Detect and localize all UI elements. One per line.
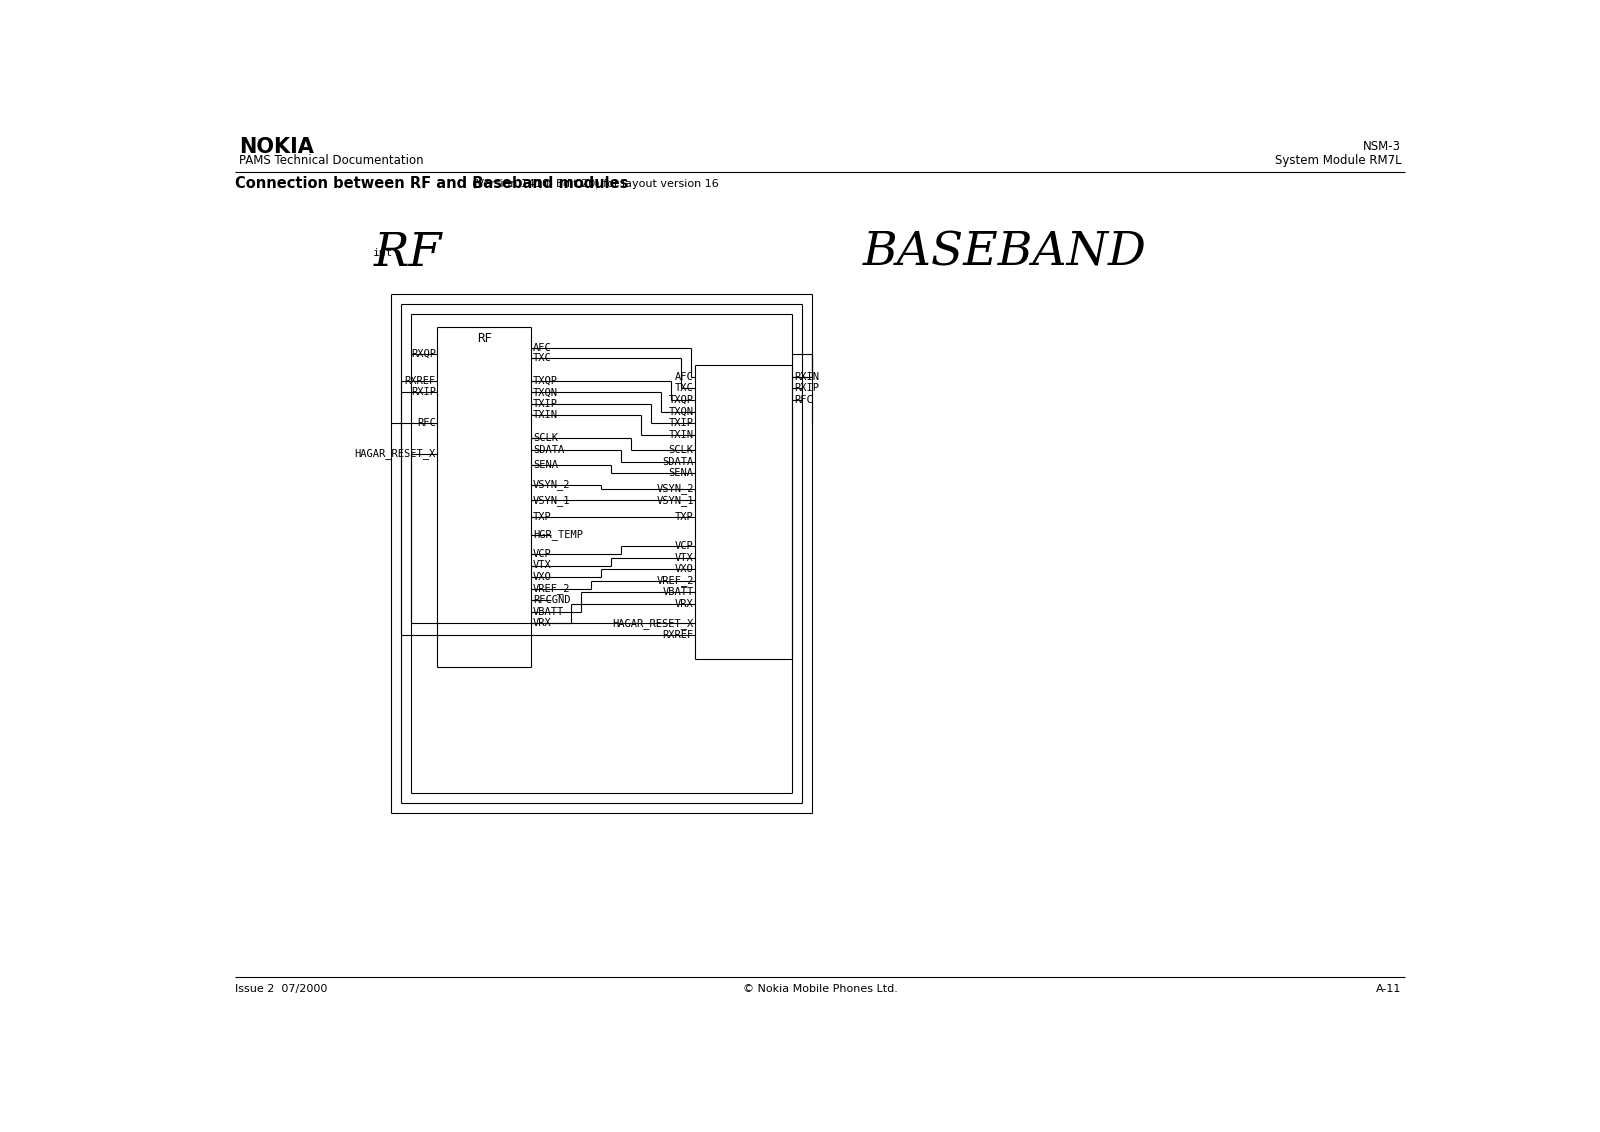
Text: SDATA: SDATA [533, 445, 565, 455]
Text: RXIN: RXIN [794, 371, 819, 381]
Text: VCP: VCP [533, 549, 552, 559]
Text: int: int [373, 248, 394, 258]
Text: HAGAR_RESET_X: HAGAR_RESET_X [355, 448, 435, 460]
Text: Connection between RF and Baseband modules: Connection between RF and Baseband modul… [235, 177, 629, 191]
Text: RF: RF [477, 332, 491, 345]
Text: VTX: VTX [533, 560, 552, 571]
Text: VSYN_2: VSYN_2 [533, 479, 570, 490]
Text: RFC: RFC [794, 395, 813, 405]
Text: RXIP: RXIP [794, 384, 819, 394]
Text: VCP: VCP [675, 541, 694, 551]
Text: TXQN: TXQN [533, 387, 558, 397]
Text: VSYN_1: VSYN_1 [533, 495, 570, 506]
Text: PAMS Technical Documentation: PAMS Technical Documentation [238, 154, 424, 168]
Text: TXC: TXC [675, 384, 694, 394]
Text: Issue 2  07/2000: Issue 2 07/2000 [235, 984, 326, 994]
Text: SENA: SENA [533, 461, 558, 471]
Text: TXP: TXP [533, 512, 552, 522]
Text: SDATA: SDATA [662, 456, 694, 466]
Text: SENA: SENA [669, 469, 694, 478]
Text: System Module RM7L: System Module RM7L [1275, 154, 1402, 168]
Text: TXIN: TXIN [669, 430, 694, 439]
Text: VBATT: VBATT [662, 588, 694, 598]
Text: TXIP: TXIP [533, 398, 558, 409]
Text: TXQN: TXQN [669, 406, 694, 417]
Text: VREF_2: VREF_2 [533, 583, 570, 594]
Text: (Version 1410  Edit 20) for layout version 16: (Version 1410 Edit 20) for layout versio… [472, 179, 718, 189]
Text: RXREF: RXREF [405, 376, 435, 386]
Text: VBATT: VBATT [533, 607, 565, 617]
Text: HAGAR_RESET_X: HAGAR_RESET_X [613, 618, 694, 628]
Text: VSYN_2: VSYN_2 [656, 483, 694, 494]
Text: AFC: AFC [675, 371, 694, 381]
Text: VSYN_1: VSYN_1 [656, 495, 694, 506]
Text: © Nokia Mobile Phones Ltd.: © Nokia Mobile Phones Ltd. [742, 984, 898, 994]
Text: VRX: VRX [675, 599, 694, 609]
Text: TXQP: TXQP [669, 395, 694, 405]
Text: TXIP: TXIP [669, 418, 694, 428]
Text: RXIP: RXIP [411, 387, 435, 397]
Text: TXP: TXP [675, 512, 694, 522]
Text: SCLK: SCLK [533, 434, 558, 444]
Text: NSM-3: NSM-3 [1363, 140, 1402, 153]
Text: BASEBAND: BASEBAND [862, 230, 1146, 275]
Text: RF: RF [373, 230, 442, 275]
Text: VRX: VRX [533, 618, 552, 628]
Text: RXREF: RXREF [662, 629, 694, 640]
Text: HGR_TEMP: HGR_TEMP [533, 530, 582, 540]
Text: RXQP: RXQP [411, 349, 435, 359]
Text: TXIN: TXIN [533, 411, 558, 420]
Text: RFCGND: RFCGND [533, 595, 570, 606]
Text: VXO: VXO [533, 572, 552, 582]
Text: TXC: TXC [533, 353, 552, 363]
Text: TXQP: TXQP [533, 376, 558, 386]
Text: VREF_2: VREF_2 [656, 575, 694, 586]
Text: VXO: VXO [675, 565, 694, 574]
Text: SCLK: SCLK [669, 445, 694, 455]
Text: A-11: A-11 [1376, 984, 1402, 994]
Text: VTX: VTX [675, 552, 694, 563]
Text: RFC: RFC [418, 418, 435, 428]
Text: AFC: AFC [533, 343, 552, 352]
Text: NOKIA: NOKIA [238, 137, 314, 156]
